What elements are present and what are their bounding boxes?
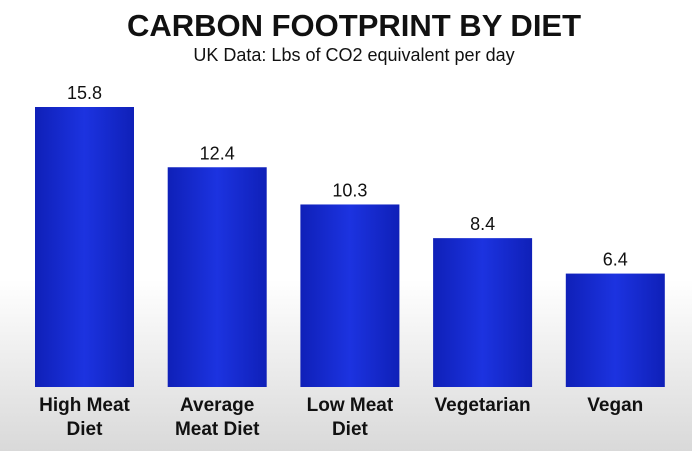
- bar: [300, 204, 400, 387]
- x-tick-label: Vegetarian: [434, 395, 531, 416]
- x-tick-label: Vegan: [587, 395, 644, 416]
- value-label: 15.8: [67, 83, 102, 103]
- bar: [433, 238, 533, 387]
- x-tick-label: Low Meat Diet: [306, 395, 394, 440]
- x-tick-label: Average Meat Diet: [174, 395, 260, 440]
- chart-subtitle: UK Data: Lbs of CO2 equivalent per day: [193, 45, 514, 65]
- value-label: 10.3: [332, 180, 367, 200]
- x-tick-label: High Meat Diet: [39, 395, 130, 440]
- bar: [35, 107, 134, 387]
- chart-title: CARBON FOOTPRINT BY DIET: [127, 8, 581, 43]
- value-label: 12.4: [200, 143, 235, 163]
- bar: [167, 167, 267, 387]
- bar: [565, 273, 665, 387]
- value-label: 8.4: [470, 214, 495, 234]
- value-label: 6.4: [603, 250, 628, 270]
